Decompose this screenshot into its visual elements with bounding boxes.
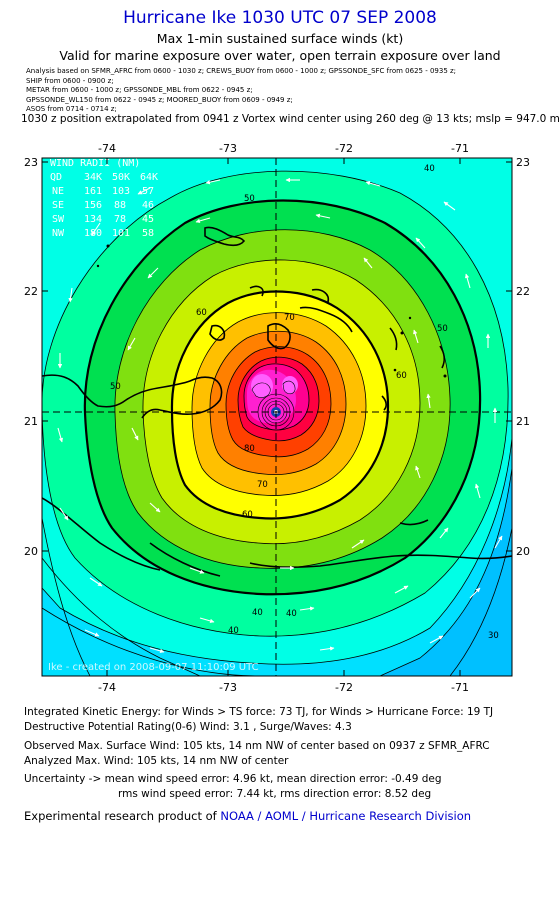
- isotach-lines: [42, 158, 512, 676]
- creation-stamp: Ike - created on 2008-09-07 11:10:09 UTC: [48, 662, 259, 673]
- coastlines: [42, 226, 512, 577]
- contour-label: 80: [244, 444, 255, 454]
- wind-radii-cell: 134: [84, 214, 102, 225]
- lon-tick-label: -72: [335, 681, 353, 694]
- lon-tick-label: -71: [451, 142, 469, 155]
- lat-tick-label: 20: [24, 545, 38, 558]
- axis-tick-labels: -74 -73 -72 -71 -74 -73 -72 -71 23 22 21…: [24, 142, 530, 694]
- lon-tick-label: -73: [219, 681, 237, 694]
- wind-radii-cell: 57: [142, 186, 154, 197]
- wind-radii-cell: SW: [52, 214, 65, 225]
- axis-ticks: [42, 158, 512, 676]
- map-subtitle-exposure: Valid for marine exposure over water, op…: [59, 48, 501, 63]
- lat-tick-label: 22: [24, 285, 38, 298]
- wind-radii-cell: 101: [112, 228, 130, 239]
- lon-tick-label: -73: [219, 142, 237, 155]
- wind-radii-header: 64K: [140, 172, 158, 183]
- contour-label: 40: [252, 608, 263, 618]
- analysis-line: Analysis based on SFMR_AFRC from 0600 - …: [26, 67, 457, 75]
- wind-radii-cell: 103: [112, 186, 130, 197]
- wind-radii-header: QD: [50, 172, 62, 183]
- contour-label: 50: [110, 382, 121, 392]
- wind-radii-cell: 161: [84, 186, 102, 197]
- lat-tick-label: 20: [516, 545, 530, 558]
- contour-label: 40: [424, 164, 435, 174]
- lon-tick-label: -71: [451, 681, 469, 694]
- analysis-line: ASOS from 0714 - 0714 z;: [26, 105, 117, 114]
- contour-label: 40: [286, 609, 297, 619]
- ike-summary: Integrated Kinetic Energy: for Winds > T…: [24, 706, 494, 718]
- wind-radii-cell: NW: [52, 228, 65, 239]
- wind-radii-header: 50K: [112, 172, 130, 183]
- wind-radii-table: WIND RADII (NM) QD 34K 50K 64K NE 161 10…: [50, 158, 158, 239]
- contour-label: 60: [396, 371, 407, 381]
- contour-label: 70: [257, 480, 268, 490]
- contour-label: 60: [242, 510, 253, 520]
- lat-tick-label: 22: [516, 285, 530, 298]
- wind-radii-cell: NE: [52, 186, 64, 197]
- map-subtitle: Max 1-min sustained surface winds (kt): [156, 31, 404, 46]
- lon-tick-label: -74: [98, 681, 116, 694]
- lat-tick-label: 21: [516, 415, 530, 428]
- wind-field-map: 40 50 60 70 80 60 50 40 50 60 70 40 40 3…: [24, 142, 530, 694]
- wind-radii-cell: 88: [114, 200, 126, 211]
- lat-tick-label: 21: [24, 415, 38, 428]
- destructive-potential: Destructive Potential Rating(0-6) Wind: …: [24, 721, 352, 733]
- observed-max-wind: Observed Max. Surface Wind: 105 kts, 14 …: [24, 740, 490, 752]
- inner-contour: [282, 380, 296, 395]
- wind-band-100: [251, 374, 273, 398]
- wind-radii-cell: SE: [52, 200, 64, 211]
- analysis-line: SHIP from 0600 - 0900 z;: [26, 76, 114, 85]
- credit-line: Experimental research product of NOAA / …: [24, 809, 471, 823]
- wind-radii-title: WIND RADII (NM): [50, 158, 140, 169]
- wind-radii-cell: 156: [84, 200, 102, 211]
- map-frame: [41, 157, 513, 677]
- wind-radii-cell: 180: [84, 228, 102, 239]
- credit-org-link[interactable]: NOAA / AOML / Hurricane Research Divisio…: [220, 809, 472, 823]
- lon-tick-label: -74: [98, 142, 116, 155]
- inner-contour: [251, 382, 271, 398]
- wind-radii-cell: 45: [142, 214, 154, 225]
- contour-labels: 40 50 60 70 80 60 50 40 50 60 70 40 40 3…: [110, 164, 499, 641]
- contour-label: 60: [196, 308, 207, 318]
- credit-prefix: Experimental research product of: [24, 809, 221, 823]
- analysis-line: METAR from 0600 - 1000 z; GPSSONDE_MBL f…: [26, 86, 253, 95]
- island-dots: [96, 244, 447, 378]
- map-title: Hurricane Ike 1030 UTC 07 SEP 2008: [123, 8, 437, 28]
- lon-tick-label: -72: [335, 142, 353, 155]
- uncertainty-mean: Uncertainty -> mean wind speed error: 4.…: [24, 773, 442, 785]
- lat-tick-label: 23: [516, 156, 530, 169]
- contour-label: 30: [488, 631, 499, 641]
- analyzed-max-wind: Analyzed Max. Wind: 105 kts, 14 nm NW of…: [24, 755, 289, 767]
- wind-vectors: [57, 177, 503, 654]
- contour-label: 50: [244, 194, 255, 204]
- lat-tick-label: 23: [24, 156, 38, 169]
- contour-label: 50: [437, 324, 448, 334]
- uncertainty-rms: rms wind speed error: 7.44 kt, rms direc…: [118, 788, 432, 800]
- wind-radii-cell: 58: [142, 228, 154, 239]
- wind-radii-cell: 78: [114, 214, 126, 225]
- wind-band-100: [282, 376, 298, 394]
- wind-radii-header: 34K: [84, 172, 102, 183]
- analysis-line: GPSSONDE_WL150 from 0622 - 0945 z; MOORE…: [26, 95, 293, 104]
- wind-radii-cell: 46: [142, 200, 154, 211]
- contour-label: 40: [228, 626, 239, 636]
- position-note: 1030 z position extrapolated from 0941 z…: [21, 113, 560, 125]
- contour-label: 70: [284, 313, 295, 323]
